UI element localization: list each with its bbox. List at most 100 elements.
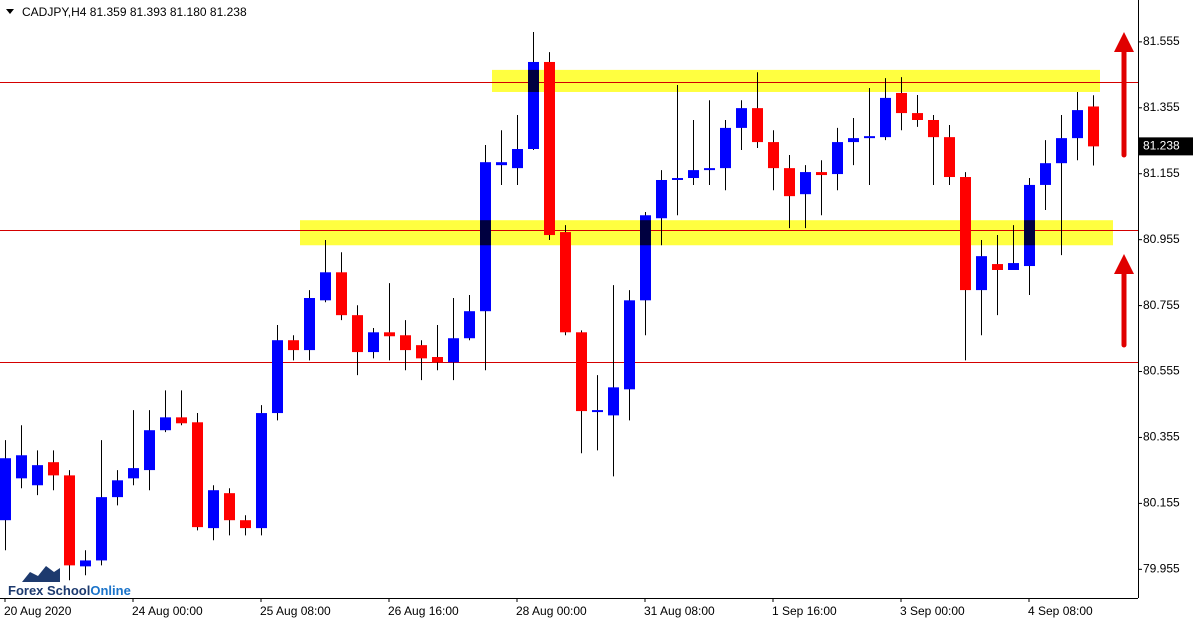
candle-body — [528, 61, 539, 150]
x-tick-label: 25 Aug 08:00 — [260, 604, 331, 618]
candle-body — [896, 92, 907, 114]
zone — [492, 69, 1100, 92]
candle-body — [672, 178, 683, 180]
candle-body — [640, 215, 651, 301]
menu-triangle — [6, 9, 14, 14]
candle-body — [1008, 263, 1019, 270]
zone — [300, 220, 1113, 246]
y-tick-label: 81.555 — [1143, 34, 1180, 48]
candle-body — [688, 170, 699, 179]
candle-body — [0, 458, 11, 521]
x-tick-label: 28 Aug 00:00 — [516, 604, 587, 618]
candle-body — [96, 497, 107, 561]
candle-body — [384, 332, 395, 337]
candle-body — [544, 61, 555, 236]
candle-body — [416, 345, 427, 359]
candle-body — [624, 300, 635, 390]
candle-body — [320, 272, 331, 301]
y-tick-label: 80.955 — [1143, 232, 1180, 246]
plot — [0, 31, 1138, 581]
candle-body — [592, 410, 603, 413]
candle-body — [304, 298, 315, 351]
candle-body — [16, 455, 27, 479]
logo-text: Forex SchoolOnline — [8, 583, 131, 598]
candle-body — [912, 113, 923, 120]
y-tick-label: 81.155 — [1143, 166, 1180, 180]
candle-body — [992, 264, 1003, 270]
candle-body — [240, 520, 251, 529]
candle-body — [368, 332, 379, 353]
candle-body — [144, 430, 155, 471]
candle-body — [64, 475, 75, 566]
candle-body — [576, 332, 587, 412]
current-price-box — [1139, 137, 1193, 156]
candle-body — [256, 413, 267, 529]
x-tick-label: 31 Aug 08:00 — [644, 604, 715, 618]
candle-body — [704, 168, 715, 171]
candle-body — [768, 142, 779, 169]
current-price-label: 81.238 — [1143, 139, 1180, 153]
candle-body — [976, 256, 987, 291]
candle-body — [784, 168, 795, 197]
x-tick-label: 26 Aug 16:00 — [388, 604, 459, 618]
candle-body — [608, 387, 619, 416]
candle-body — [736, 108, 747, 128]
candle-body — [1072, 110, 1083, 139]
candle-body — [560, 232, 571, 333]
arrow-head — [1114, 32, 1134, 52]
candle-body — [224, 493, 235, 521]
arrow-up-bottom — [1114, 254, 1134, 348]
candle-body — [432, 357, 443, 363]
candle-body — [112, 480, 123, 498]
y-tick-label: 79.955 — [1143, 561, 1180, 575]
candle-body — [272, 340, 283, 414]
x-tick-label: 1 Sep 16:00 — [772, 604, 837, 618]
x-tick-label: 20 Aug 2020 — [4, 604, 72, 618]
x-tick-label: 24 Aug 00:00 — [132, 604, 203, 618]
candle-body — [176, 417, 187, 424]
candle-body — [816, 172, 827, 176]
candle-body — [128, 468, 139, 479]
candle-body — [288, 340, 299, 351]
y-tick-label: 81.355 — [1143, 100, 1180, 114]
candle-body — [848, 138, 859, 143]
candle-body — [336, 272, 347, 316]
candle-body — [880, 97, 891, 138]
candle-body — [400, 335, 411, 351]
candle-body — [1056, 138, 1067, 164]
candle-body — [800, 172, 811, 195]
logo-icon — [22, 566, 60, 582]
y-tick-label: 80.155 — [1143, 496, 1180, 510]
candle-body — [944, 137, 955, 178]
logo-text-main: Forex School — [8, 583, 90, 598]
candle-body — [496, 162, 507, 166]
x-tick-label: 3 Sep 00:00 — [900, 604, 965, 618]
candle-body — [160, 417, 171, 431]
candle-body — [656, 179, 667, 219]
candle-body — [80, 560, 91, 567]
candle-body — [464, 311, 475, 339]
candle-body — [352, 315, 363, 353]
y-tick-label: 80.755 — [1143, 298, 1180, 312]
x-tick-label: 4 Sep 08:00 — [1028, 604, 1093, 618]
candle-body — [1088, 106, 1099, 147]
y-tick-label: 80.555 — [1143, 364, 1180, 378]
logo: Forex SchoolOnline — [8, 566, 131, 598]
candle-body — [1040, 163, 1051, 185]
candle-body — [48, 462, 59, 476]
candle-body — [208, 490, 219, 529]
y-tick-label: 80.355 — [1143, 430, 1180, 444]
candle-body — [864, 136, 875, 139]
candle-body — [512, 149, 523, 169]
candle-body — [752, 108, 763, 143]
candle-body — [448, 338, 459, 363]
candle-body — [928, 119, 939, 138]
candle-body — [832, 142, 843, 175]
arrow-head — [1114, 254, 1134, 274]
candle-body — [192, 422, 203, 528]
chart-title: CADJPY,H4 81.359 81.393 81.180 81.238 — [22, 5, 247, 19]
logo-text-accent: Online — [90, 583, 130, 598]
